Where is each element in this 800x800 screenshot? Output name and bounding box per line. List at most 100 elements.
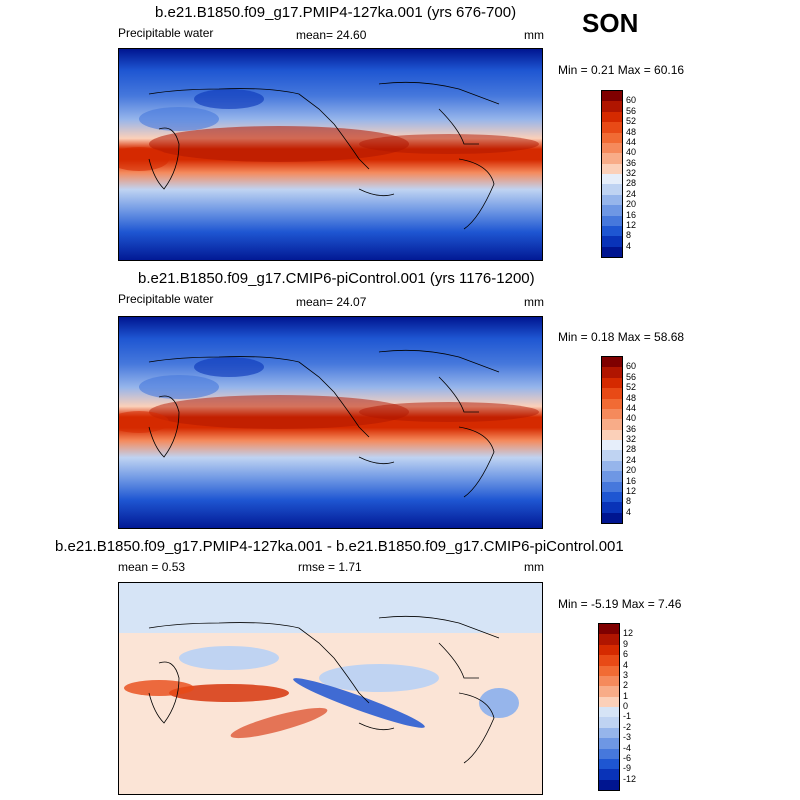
- panel2-map-plot: [119, 317, 542, 528]
- colorbar-segment: [602, 246, 622, 257]
- panel1-minmax: Min = 0.21 Max = 60.16: [558, 63, 685, 77]
- colorbar-segment: [602, 450, 622, 461]
- colorbar-segment: [602, 122, 622, 133]
- colorbar-tick-label: 48: [626, 392, 637, 403]
- colorbar-tick-label: 2: [623, 680, 629, 691]
- colorbar-tick-label: 28: [626, 178, 637, 189]
- panel2-field-label: Precipitable water: [118, 292, 214, 306]
- colorbar-segment: [602, 367, 622, 378]
- colorbar-tick-label: -2: [623, 721, 632, 732]
- colorbar-tick-label: 24: [626, 454, 637, 465]
- colorbar-tick-label: -4: [623, 742, 632, 753]
- colorbar-segment: [599, 696, 619, 707]
- colorbar-tick-label: 0: [623, 701, 629, 711]
- colorbar-tick-label: 60: [626, 361, 637, 372]
- colorbar-tick-label: 60: [626, 95, 637, 106]
- colorbar-segment: [599, 758, 619, 770]
- colorbar-tick-label: 28: [626, 444, 637, 455]
- colorbar-segment: [602, 377, 622, 389]
- panel2-map: [118, 316, 543, 529]
- colorbar-tick-label: -3: [623, 732, 632, 743]
- colorbar-tick-label: 32: [626, 168, 637, 178]
- panel3-map: [118, 582, 543, 795]
- colorbar-tick-label: 6: [623, 649, 629, 660]
- colorbar-segment: [602, 163, 622, 174]
- panel3-mean: mean = 0.53: [118, 560, 186, 574]
- colorbar-tick-label: 40: [626, 147, 637, 158]
- colorbar-tick-label: 1: [623, 690, 629, 701]
- colorbar-tick-label: 16: [626, 209, 637, 220]
- panel3-units: mm: [524, 560, 544, 574]
- panel2-minmax: Min = 0.18 Max = 58.68: [558, 330, 685, 344]
- colorbar-segment: [602, 502, 622, 513]
- panel2-mean: mean= 24.07: [296, 295, 367, 309]
- panel1-map-plot: [119, 49, 542, 260]
- colorbar-segment: [599, 779, 619, 790]
- colorbar-segment: [602, 398, 622, 409]
- panel3-minmax: Min = -5.19 Max = 7.46: [558, 597, 682, 611]
- colorbar-tick-label: 32: [626, 434, 637, 444]
- colorbar-tick-label: 36: [626, 157, 637, 168]
- panel3-colorbar: [598, 623, 620, 791]
- panel2-title: b.e21.B1850.f09_g17.CMIP6-piControl.001 …: [138, 270, 535, 287]
- colorbar-segment: [602, 471, 622, 482]
- colorbar-segment: [602, 440, 622, 451]
- panel3-colorbar-segments: [599, 624, 619, 790]
- colorbar-segment: [602, 388, 622, 399]
- panel3-map-plot: [119, 583, 542, 794]
- colorbar-tick-label: 8: [626, 496, 632, 507]
- colorbar-tick-label: 40: [626, 413, 637, 424]
- panel2-colorbar: [601, 356, 623, 524]
- colorbar-segment: [599, 707, 619, 718]
- colorbar-segment: [602, 174, 622, 185]
- colorbar-segment: [599, 727, 619, 739]
- colorbar-segment: [602, 512, 622, 523]
- colorbar-tick-label: -12: [623, 773, 637, 784]
- panel1-colorbar: [601, 90, 623, 258]
- colorbar-tick-label: 56: [626, 105, 637, 116]
- colorbar-tick-label: 4: [623, 659, 629, 670]
- colorbar-tick-label: 12: [626, 485, 637, 496]
- colorbar-segment: [599, 769, 619, 780]
- colorbar-segment: [599, 748, 619, 759]
- colorbar-tick-label: 44: [626, 402, 637, 413]
- colorbar-tick-label: 48: [626, 126, 637, 137]
- colorbar-segment: [602, 153, 622, 164]
- colorbar-segment: [599, 717, 619, 728]
- colorbar-tick-label: 24: [626, 188, 637, 199]
- colorbar-tick-label: 3: [623, 669, 629, 680]
- colorbar-tick-label: -6: [623, 752, 632, 763]
- colorbar-tick-label: 52: [626, 116, 637, 127]
- colorbar-tick-label: 4: [626, 506, 632, 517]
- colorbar-segment: [599, 624, 619, 635]
- colorbar-segment: [602, 460, 622, 472]
- colorbar-segment: [602, 225, 622, 237]
- colorbar-tick-label: 36: [626, 423, 637, 434]
- panel3-rmse: rmse = 1.71: [298, 560, 362, 574]
- colorbar-segment: [602, 429, 622, 440]
- panel2-units: mm: [524, 295, 544, 309]
- panel2-colorbar-segments: [602, 357, 622, 523]
- colorbar-tick-label: -1: [623, 711, 632, 722]
- colorbar-segment: [602, 194, 622, 206]
- colorbar-segment: [602, 419, 622, 430]
- colorbar-tick-label: 12: [623, 628, 634, 639]
- colorbar-segment: [599, 738, 619, 749]
- colorbar-segment: [602, 357, 622, 368]
- colorbar-segment: [599, 655, 619, 666]
- colorbar-segment: [599, 665, 619, 676]
- season-label: SON: [582, 8, 639, 38]
- colorbar-segment: [599, 675, 619, 687]
- colorbar-tick-label: -9: [623, 763, 632, 774]
- colorbar-segment: [599, 686, 619, 697]
- colorbar-tick-label: 9: [623, 638, 629, 649]
- colorbar-tick-label: 8: [626, 230, 632, 241]
- colorbar-segment: [602, 481, 622, 492]
- colorbar-segment: [602, 111, 622, 123]
- colorbar-tick-label: 20: [626, 465, 637, 476]
- colorbar-segment: [599, 644, 619, 656]
- colorbar-tick-label: 44: [626, 136, 637, 147]
- panel1-units: mm: [524, 28, 544, 42]
- colorbar-segment: [602, 184, 622, 195]
- colorbar-segment: [602, 101, 622, 112]
